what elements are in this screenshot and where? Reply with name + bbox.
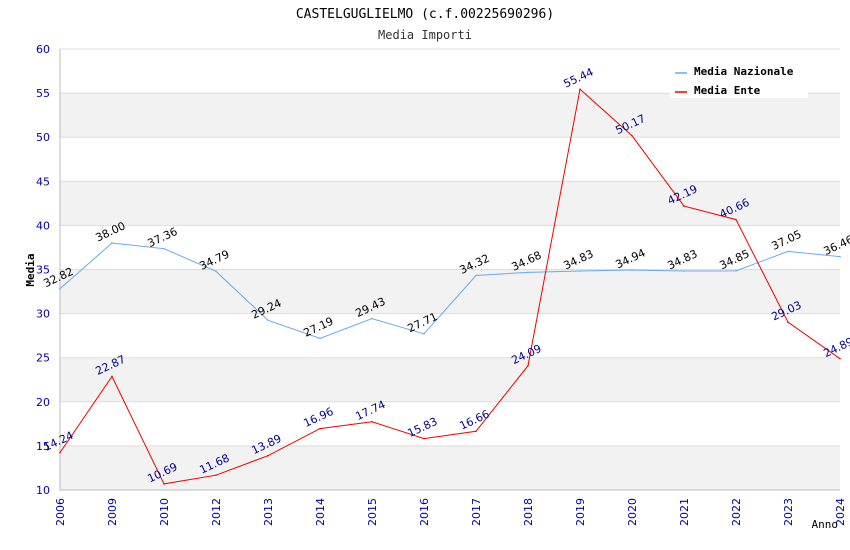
data-point bbox=[527, 271, 529, 274]
grid-band bbox=[60, 445, 840, 490]
x-axis-label: Anno bbox=[812, 518, 839, 531]
data-point bbox=[579, 88, 581, 91]
x-tick-label: 2020 bbox=[626, 498, 639, 526]
data-point bbox=[371, 317, 373, 320]
y-tick-label: 50 bbox=[36, 131, 50, 144]
x-tick-label: 2012 bbox=[210, 498, 223, 526]
data-point bbox=[267, 454, 269, 457]
data-point bbox=[735, 270, 737, 272]
data-point bbox=[683, 270, 685, 272]
y-tick-label: 15 bbox=[36, 440, 50, 453]
y-tick-label: 40 bbox=[36, 219, 50, 232]
data-label: 34.85 bbox=[717, 247, 751, 272]
x-tick-label: 2018 bbox=[522, 498, 535, 526]
x-tick-label: 2019 bbox=[574, 498, 587, 526]
data-label: 34.94 bbox=[613, 246, 647, 271]
data-label: 34.83 bbox=[561, 247, 595, 272]
chart-title: CASTELGUGLIELMO (c.f.00225690296) bbox=[296, 7, 554, 22]
legend: Media Nazionale Media Ente bbox=[670, 60, 808, 98]
data-point bbox=[839, 357, 841, 360]
data-point bbox=[267, 319, 269, 322]
data-label: 15.83 bbox=[405, 415, 439, 440]
x-tick-label: 2010 bbox=[158, 498, 171, 526]
x-tick-label: 2022 bbox=[730, 498, 743, 526]
y-tick-label: 35 bbox=[36, 264, 50, 277]
x-tick-label: 2016 bbox=[418, 498, 431, 526]
data-point bbox=[579, 270, 581, 272]
data-point bbox=[631, 134, 633, 137]
data-point bbox=[475, 430, 477, 433]
data-point bbox=[59, 451, 61, 454]
data-label: 55.44 bbox=[561, 65, 595, 90]
data-label: 34.83 bbox=[665, 247, 699, 272]
data-label: 37.36 bbox=[145, 225, 179, 250]
x-tick-label: 2024 bbox=[834, 498, 847, 526]
data-point bbox=[111, 242, 113, 244]
grid-band bbox=[60, 181, 840, 226]
data-point bbox=[683, 205, 685, 207]
x-tick-label: 2023 bbox=[782, 498, 795, 526]
x-tick-label: 2015 bbox=[366, 498, 379, 526]
y-axis-label: Media bbox=[24, 253, 37, 286]
y-tick-label: 10 bbox=[36, 484, 50, 497]
data-point bbox=[319, 337, 321, 340]
data-point bbox=[787, 250, 789, 253]
x-tick-label: 2013 bbox=[262, 498, 275, 526]
y-tick-label: 20 bbox=[36, 396, 50, 409]
legend-label-ente: Media Ente bbox=[694, 84, 761, 97]
x-tick-label: 2017 bbox=[470, 498, 483, 526]
x-tick-label: 2021 bbox=[678, 498, 691, 526]
y-tick-label: 30 bbox=[36, 308, 50, 321]
data-point bbox=[319, 427, 321, 430]
legend-box bbox=[670, 60, 808, 98]
data-label: 37.05 bbox=[769, 228, 803, 253]
data-point bbox=[423, 332, 425, 335]
data-point bbox=[111, 375, 113, 378]
data-point bbox=[163, 247, 165, 250]
grid-band bbox=[60, 93, 840, 138]
plot-area: 10 15 20 25 30 35 40 45 50 55 60 2006 2009 2010 2012 20… bbox=[36, 43, 850, 526]
data-label: 27.19 bbox=[301, 315, 335, 340]
legend-label-nazionale: Media Nazionale bbox=[694, 65, 794, 78]
data-point bbox=[527, 364, 529, 367]
data-label: 34.79 bbox=[197, 248, 231, 273]
data-point bbox=[215, 474, 217, 476]
x-tick-label: 2014 bbox=[314, 498, 327, 526]
data-label: 16.66 bbox=[457, 408, 491, 433]
data-point bbox=[423, 437, 425, 440]
x-tick-label: 2009 bbox=[106, 498, 119, 526]
chart-subtitle: Media Importi bbox=[378, 28, 472, 42]
y-tick-label: 45 bbox=[36, 175, 50, 188]
y-tick-label: 55 bbox=[36, 87, 50, 100]
grid-band bbox=[60, 269, 840, 314]
data-point bbox=[371, 420, 373, 423]
data-point bbox=[631, 269, 633, 271]
series-line bbox=[59, 88, 841, 485]
y-tick-label: 25 bbox=[36, 352, 50, 365]
data-point bbox=[59, 287, 61, 290]
series-line bbox=[59, 242, 841, 339]
x-tick-label: 2006 bbox=[54, 498, 67, 526]
data-point bbox=[787, 321, 789, 323]
grid-band bbox=[60, 357, 840, 402]
data-label: 16.96 bbox=[301, 405, 335, 430]
data-point bbox=[475, 274, 477, 277]
y-tick-label: 60 bbox=[36, 43, 50, 56]
data-point bbox=[735, 218, 737, 221]
data-point bbox=[839, 255, 841, 258]
data-label: 36.46 bbox=[821, 233, 850, 258]
data-point bbox=[163, 483, 165, 485]
data-point bbox=[215, 270, 217, 273]
